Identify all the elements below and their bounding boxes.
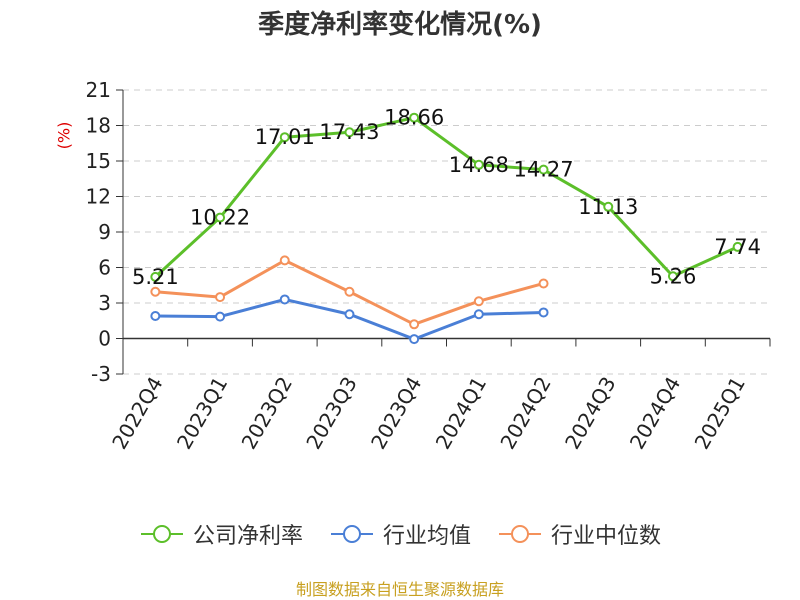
x-tick-label: 2024Q4 <box>625 373 685 454</box>
data-point-2 <box>150 286 161 297</box>
data-point-2 <box>279 255 290 266</box>
data-point-0 <box>473 159 484 170</box>
data-label: 5.26 <box>650 264 697 288</box>
data-label: 14.68 <box>449 153 509 177</box>
data-label: 10.22 <box>190 206 250 230</box>
data-label: 11.13 <box>578 195 638 219</box>
data-point-1 <box>473 309 484 320</box>
data-point-0 <box>409 112 420 123</box>
data-label: 5.21 <box>132 265 179 289</box>
data-label: 14.27 <box>513 158 573 182</box>
x-tick-label: 2023Q1 <box>172 373 232 454</box>
data-point-0 <box>215 212 226 223</box>
legend-item-industry-median[interactable]: 行业中位数 <box>497 518 661 550</box>
y-tick-label: 0 <box>98 327 111 351</box>
x-tick-label: 2024Q2 <box>495 373 555 454</box>
data-point-0 <box>538 164 549 175</box>
data-label: 17.01 <box>255 125 315 149</box>
x-tick-label: 2023Q4 <box>366 373 426 454</box>
data-point-2 <box>473 296 484 307</box>
x-tick-label: 2024Q3 <box>560 373 620 454</box>
data-point-1 <box>150 311 161 322</box>
legend: 公司净利率 行业均值 行业中位数 <box>0 518 800 550</box>
data-point-1 <box>215 311 226 322</box>
legend-label-industry-median: 行业中位数 <box>551 524 662 549</box>
data-point-1 <box>279 294 290 305</box>
y-tick-label: 12 <box>86 185 111 209</box>
y-tick-label: 18 <box>86 114 111 138</box>
legend-label-industry-mean: 行业均值 <box>382 524 471 549</box>
data-point-2 <box>538 278 549 289</box>
series-line-1 <box>155 297 544 341</box>
data-point-0 <box>667 271 678 282</box>
y-tick-label: 6 <box>98 256 111 280</box>
data-label: 18.66 <box>384 106 444 130</box>
data-point-1 <box>538 307 549 318</box>
data-point-0 <box>150 271 161 282</box>
legend-marker-company <box>140 525 183 543</box>
data-point-2 <box>409 319 420 330</box>
series-line-0 <box>154 116 739 278</box>
legend-item-company[interactable]: 公司净利率 <box>139 518 303 550</box>
data-point-0 <box>732 241 743 252</box>
x-tick-label: 2024Q1 <box>431 372 491 453</box>
y-tick-label: 21 <box>86 78 111 102</box>
data-point-1 <box>409 334 420 345</box>
data-label: 17.43 <box>319 120 379 144</box>
data-point-0 <box>279 132 290 143</box>
legend-marker-industry-median <box>499 525 541 543</box>
legend-label-company: 公司净利率 <box>192 524 303 549</box>
legend-item-industry-mean[interactable]: 行业均值 <box>329 518 471 550</box>
data-point-2 <box>344 286 355 297</box>
data-label: 7.74 <box>714 235 761 259</box>
x-tick-label: 2023Q2 <box>237 373 297 454</box>
data-point-1 <box>344 309 355 320</box>
x-tick-label: 2025Q1 <box>690 373 750 454</box>
y-tick-label: -3 <box>91 362 111 386</box>
data-source-note: 制图数据来自恒生聚源数据库 <box>295 580 504 599</box>
x-tick-label: 2023Q3 <box>301 373 361 454</box>
legend-marker-industry-mean <box>330 525 373 543</box>
data-point-0 <box>603 201 614 212</box>
y-tick-label: 9 <box>98 220 111 244</box>
data-point-0 <box>344 127 355 138</box>
x-tick-label: 2022Q4 <box>107 373 167 454</box>
data-point-2 <box>215 292 226 303</box>
chart-title: 季度净利率变化情况(%) <box>258 10 542 40</box>
y-tick-label: 15 <box>86 149 111 173</box>
y-tick-label: 3 <box>98 291 111 315</box>
